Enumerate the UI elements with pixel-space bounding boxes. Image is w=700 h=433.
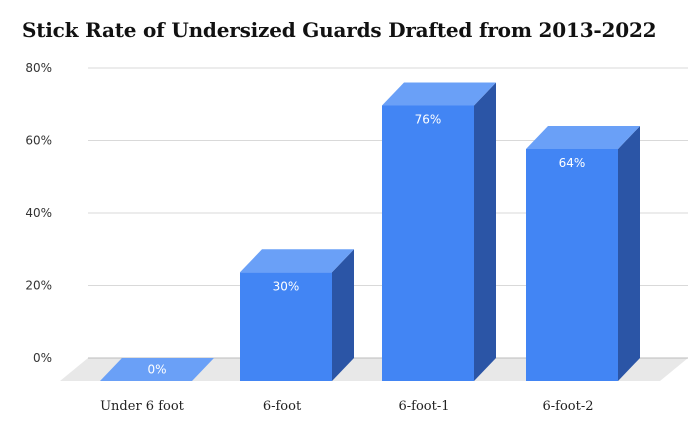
bar-top-1 [240,249,354,273]
chart-title: Stick Rate of Undersized Guards Drafted … [22,18,657,42]
bar-front-3 [526,149,618,381]
bar-2: 76% [382,82,496,381]
data-label-3: 64% [559,156,586,170]
y-tick-label-40: 40% [25,206,52,220]
y-tick-label-20: 20% [25,279,52,293]
bar-top-0 [100,358,214,381]
bar-0: 0% [100,358,214,381]
bar-1: 30% [240,249,354,381]
x-tick-label-3: 6-foot-2 [542,399,593,414]
data-label-1: 30% [273,279,300,293]
x-tick-label-0: Under 6 foot [100,399,185,414]
bar-top-2 [382,82,496,106]
bar-front-2 [382,105,474,381]
bar-side-3 [618,126,640,381]
bar-3: 64% [526,126,640,381]
x-tick-label-1: 6-foot [263,399,302,414]
bar-side-2 [474,82,496,381]
bar-front-1 [240,272,332,381]
bar-top-3 [526,126,640,149]
y-tick-label-0: 0% [33,351,52,365]
data-label-0: 0% [147,363,166,377]
bar-side-1 [332,249,354,381]
x-tick-label-2: 6-foot-1 [398,399,449,414]
data-label-2: 76% [415,113,442,127]
y-tick-label-60: 60% [25,134,52,148]
y-tick-label-80: 80% [25,61,52,75]
